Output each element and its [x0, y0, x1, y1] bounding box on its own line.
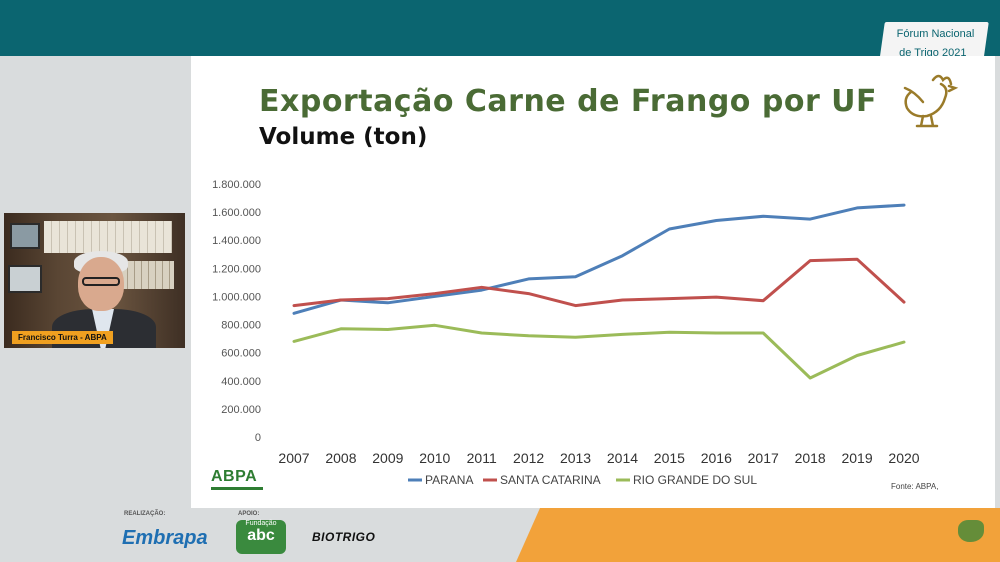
export-line-chart: 0 200.000 400.000 600.000 800.000 1.000.000 1.… — [212, 179, 920, 487]
x-tick-label: 2020 — [888, 450, 919, 466]
series-line — [292, 323, 906, 380]
y-tick-label: 0 — [255, 432, 261, 444]
y-tick-label: 1.800.000 — [212, 179, 261, 191]
slide-title: Exportação Carne de Frango por UF — [259, 84, 878, 119]
speaker-nameplate: Francisco Turra - ABPA — [12, 331, 113, 344]
slide-subtitle: Volume (ton) — [259, 124, 428, 150]
x-tick-label: 2016 — [701, 450, 732, 466]
series-line — [292, 203, 906, 315]
legend-label: RIO GRANDE DO SUL — [633, 473, 757, 487]
brazil-map-icon — [958, 520, 984, 542]
chart-source: Fonte: ABPA, — [891, 482, 939, 491]
realizacao-label: REALIZAÇÃO: — [124, 511, 166, 517]
series-line — [292, 257, 906, 308]
y-tick-label: 400.000 — [221, 376, 261, 388]
x-tick-label: 2013 — [560, 450, 591, 466]
y-tick-label: 1.000.000 — [212, 291, 261, 303]
x-tick-label: 2014 — [607, 450, 638, 466]
speaker-glasses — [82, 277, 120, 286]
x-tick-label: 2017 — [748, 450, 779, 466]
chicken-icon — [903, 74, 959, 128]
fundacao-logo-small-text: Fundação — [245, 520, 277, 527]
picture-frame-2 — [8, 265, 42, 293]
x-tick-label: 2007 — [278, 450, 309, 466]
x-tick-label: 2010 — [419, 450, 450, 466]
abpa-logo-underline — [211, 487, 263, 490]
biotrigo-logo: BIOTRIGO — [312, 530, 376, 544]
picture-frame — [10, 223, 40, 249]
footer-accent — [516, 508, 1000, 562]
fundacao-logo-big-text: abc — [247, 527, 275, 544]
x-tick-label: 2012 — [513, 450, 544, 466]
webcam-feed: Francisco Turra - ABPA — [4, 213, 185, 348]
abpa-logo: ABPA — [211, 468, 258, 485]
x-tick-label: 2009 — [372, 450, 403, 466]
embrapa-logo: Embrapa — [122, 527, 208, 549]
books-row — [44, 221, 172, 253]
legend-label: SANTA CATARINA — [500, 473, 601, 487]
y-tick-label: 1.200.000 — [212, 263, 261, 275]
fundacao-abc-logo: Fundação abc — [236, 520, 286, 554]
apoio-label: APOIO: — [238, 511, 260, 517]
y-tick-label: 1.400.000 — [212, 235, 261, 247]
y-tick-label: 600.000 — [221, 348, 261, 360]
x-tick-label: 2008 — [325, 450, 356, 466]
top-banner — [0, 0, 1000, 56]
x-tick-label: 2011 — [467, 450, 497, 466]
y-tick-label: 800.000 — [221, 320, 261, 332]
presentation-slide: Exportação Carne de Frango por UF Volume… — [191, 56, 995, 508]
y-tick-label: 200.000 — [221, 404, 261, 416]
x-tick-label: 2018 — [795, 450, 826, 466]
y-tick-label: 1.600.000 — [212, 207, 261, 219]
legend-label: PARANA — [425, 473, 473, 487]
x-tick-label: 2019 — [841, 450, 872, 466]
x-tick-label: 2015 — [654, 450, 685, 466]
event-title-line1: Fórum Nacional — [896, 28, 975, 40]
